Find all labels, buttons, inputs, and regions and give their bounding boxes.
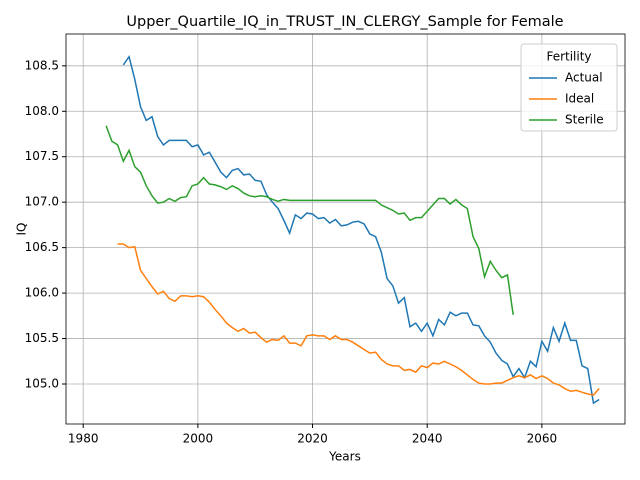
legend: Fertility Actual Ideal Sterile [520, 43, 618, 132]
plot-frame [65, 33, 626, 425]
y-tick-label: 108.0 [25, 104, 59, 118]
legend-title: Fertility [546, 50, 591, 64]
x-tick-label: 2020 [297, 432, 328, 446]
line-series [105, 125, 514, 316]
y-tick-label: 107.5 [25, 149, 59, 163]
legend-label: Ideal [565, 92, 594, 106]
y-tick-label: 108.5 [25, 58, 59, 72]
y-axis-label: IQ [15, 223, 29, 236]
y-tick-label: 106.0 [25, 286, 59, 300]
y-tick-label: 107.0 [25, 195, 59, 209]
x-axis-label: Years [328, 450, 361, 464]
y-tick-label: 105.0 [25, 377, 59, 391]
chart-title: Upper_Quartile_IQ_in_TRUST_IN_CLERGY_Sam… [126, 14, 563, 30]
y-tick-label: 105.5 [25, 331, 59, 345]
x-tick-label: 2060 [527, 432, 558, 446]
x-tick-label: 2000 [183, 432, 214, 446]
legend-label: Actual [565, 71, 603, 85]
y-tick-label: 106.5 [25, 240, 59, 254]
legend-box [520, 43, 618, 132]
line-series [117, 243, 600, 396]
x-tick-label: 2040 [412, 432, 443, 446]
line-series [122, 54, 600, 405]
x-tick-label: 1980 [68, 432, 99, 446]
legend-label: Sterile [565, 113, 604, 127]
